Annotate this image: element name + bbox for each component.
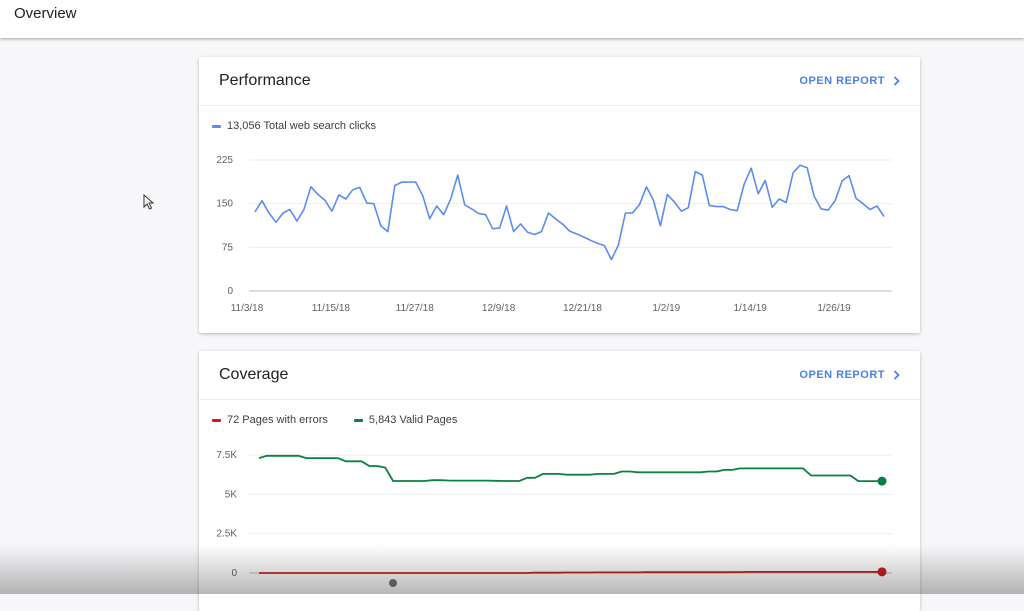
y-tick-label: 75 xyxy=(222,242,234,253)
x-tick-label: 11/15/18 xyxy=(312,303,351,314)
series-endpoint-pages-with-errors[interactable] xyxy=(877,567,887,577)
series-line-clicks[interactable] xyxy=(254,164,885,261)
performance-card: Performance OPEN REPORT 13,056 Total web… xyxy=(199,57,920,333)
x-tick-label: 1/26/19 xyxy=(817,303,851,314)
legend-label-valid: 5,843 Valid Pages xyxy=(368,414,458,426)
coverage-card: Coverage OPEN REPORT 72 Pages with error… xyxy=(199,351,920,611)
legend-swatch xyxy=(212,418,221,422)
x-tick-label: 12/9/18 xyxy=(482,303,516,314)
open-report-label: OPEN REPORT xyxy=(799,75,885,87)
performance-legend: 13,056 Total web search clicks xyxy=(212,120,376,132)
page-title: Overview xyxy=(14,5,77,22)
chevron-right-icon xyxy=(893,370,900,380)
y-tick-label: 2.5K xyxy=(216,529,237,540)
legend-label-clicks: 13,056 Total web search clicks xyxy=(227,120,376,132)
series-line-valid-pages[interactable] xyxy=(258,454,882,483)
coverage-open-report-link[interactable]: OPEN REPORT xyxy=(799,369,900,381)
performance-chart: 225 150 75 0 11/3/18 11/15/18 11/27/18 12/9/18 1… xyxy=(216,155,892,314)
mouse-pointer-icon xyxy=(143,194,155,210)
coverage-title: Coverage xyxy=(219,366,289,383)
y-tick-label: 225 xyxy=(216,155,233,166)
legend-swatch xyxy=(353,418,363,422)
performance-open-report-link[interactable]: OPEN REPORT xyxy=(799,75,900,87)
coverage-legend: 72 Pages with errors 5,843 Valid Pages xyxy=(212,414,457,426)
x-tick-label: 1/2/19 xyxy=(652,303,680,314)
top-app-bar: Overview xyxy=(0,0,1024,38)
legend-swatch xyxy=(212,124,221,128)
x-tick-label: 1/14/19 xyxy=(734,303,768,314)
coverage-card-header: Coverage OPEN REPORT xyxy=(199,351,920,400)
y-tick-label: 150 xyxy=(216,199,233,210)
y-tick-label: 0 xyxy=(231,568,237,579)
x-tick-label: 12/21/18 xyxy=(563,303,602,314)
open-report-label: OPEN REPORT xyxy=(799,369,885,381)
x-tick-label: 11/3/18 xyxy=(231,303,264,314)
annotation-marker-icon[interactable] xyxy=(389,579,397,587)
y-tick-label: 5K xyxy=(225,489,238,500)
y-tick-label: 7.5K xyxy=(216,450,237,461)
chevron-right-icon xyxy=(893,76,900,86)
x-tick-label: 11/27/18 xyxy=(396,303,435,314)
series-line-pages-with-errors[interactable] xyxy=(259,570,882,574)
y-tick-label: 0 xyxy=(227,286,233,297)
legend-item-valid[interactable]: 5,843 Valid Pages xyxy=(353,414,458,426)
legend-label-errors: 72 Pages with errors xyxy=(227,414,328,426)
legend-item-errors[interactable]: 72 Pages with errors xyxy=(212,414,328,426)
legend-item-clicks[interactable]: 13,056 Total web search clicks xyxy=(212,120,376,132)
performance-title: Performance xyxy=(219,72,311,89)
coverage-chart: 7.5K 5K 2.5K 0 xyxy=(216,450,892,587)
performance-card-header: Performance OPEN REPORT xyxy=(199,57,920,106)
series-endpoint-valid-pages[interactable] xyxy=(877,476,887,486)
